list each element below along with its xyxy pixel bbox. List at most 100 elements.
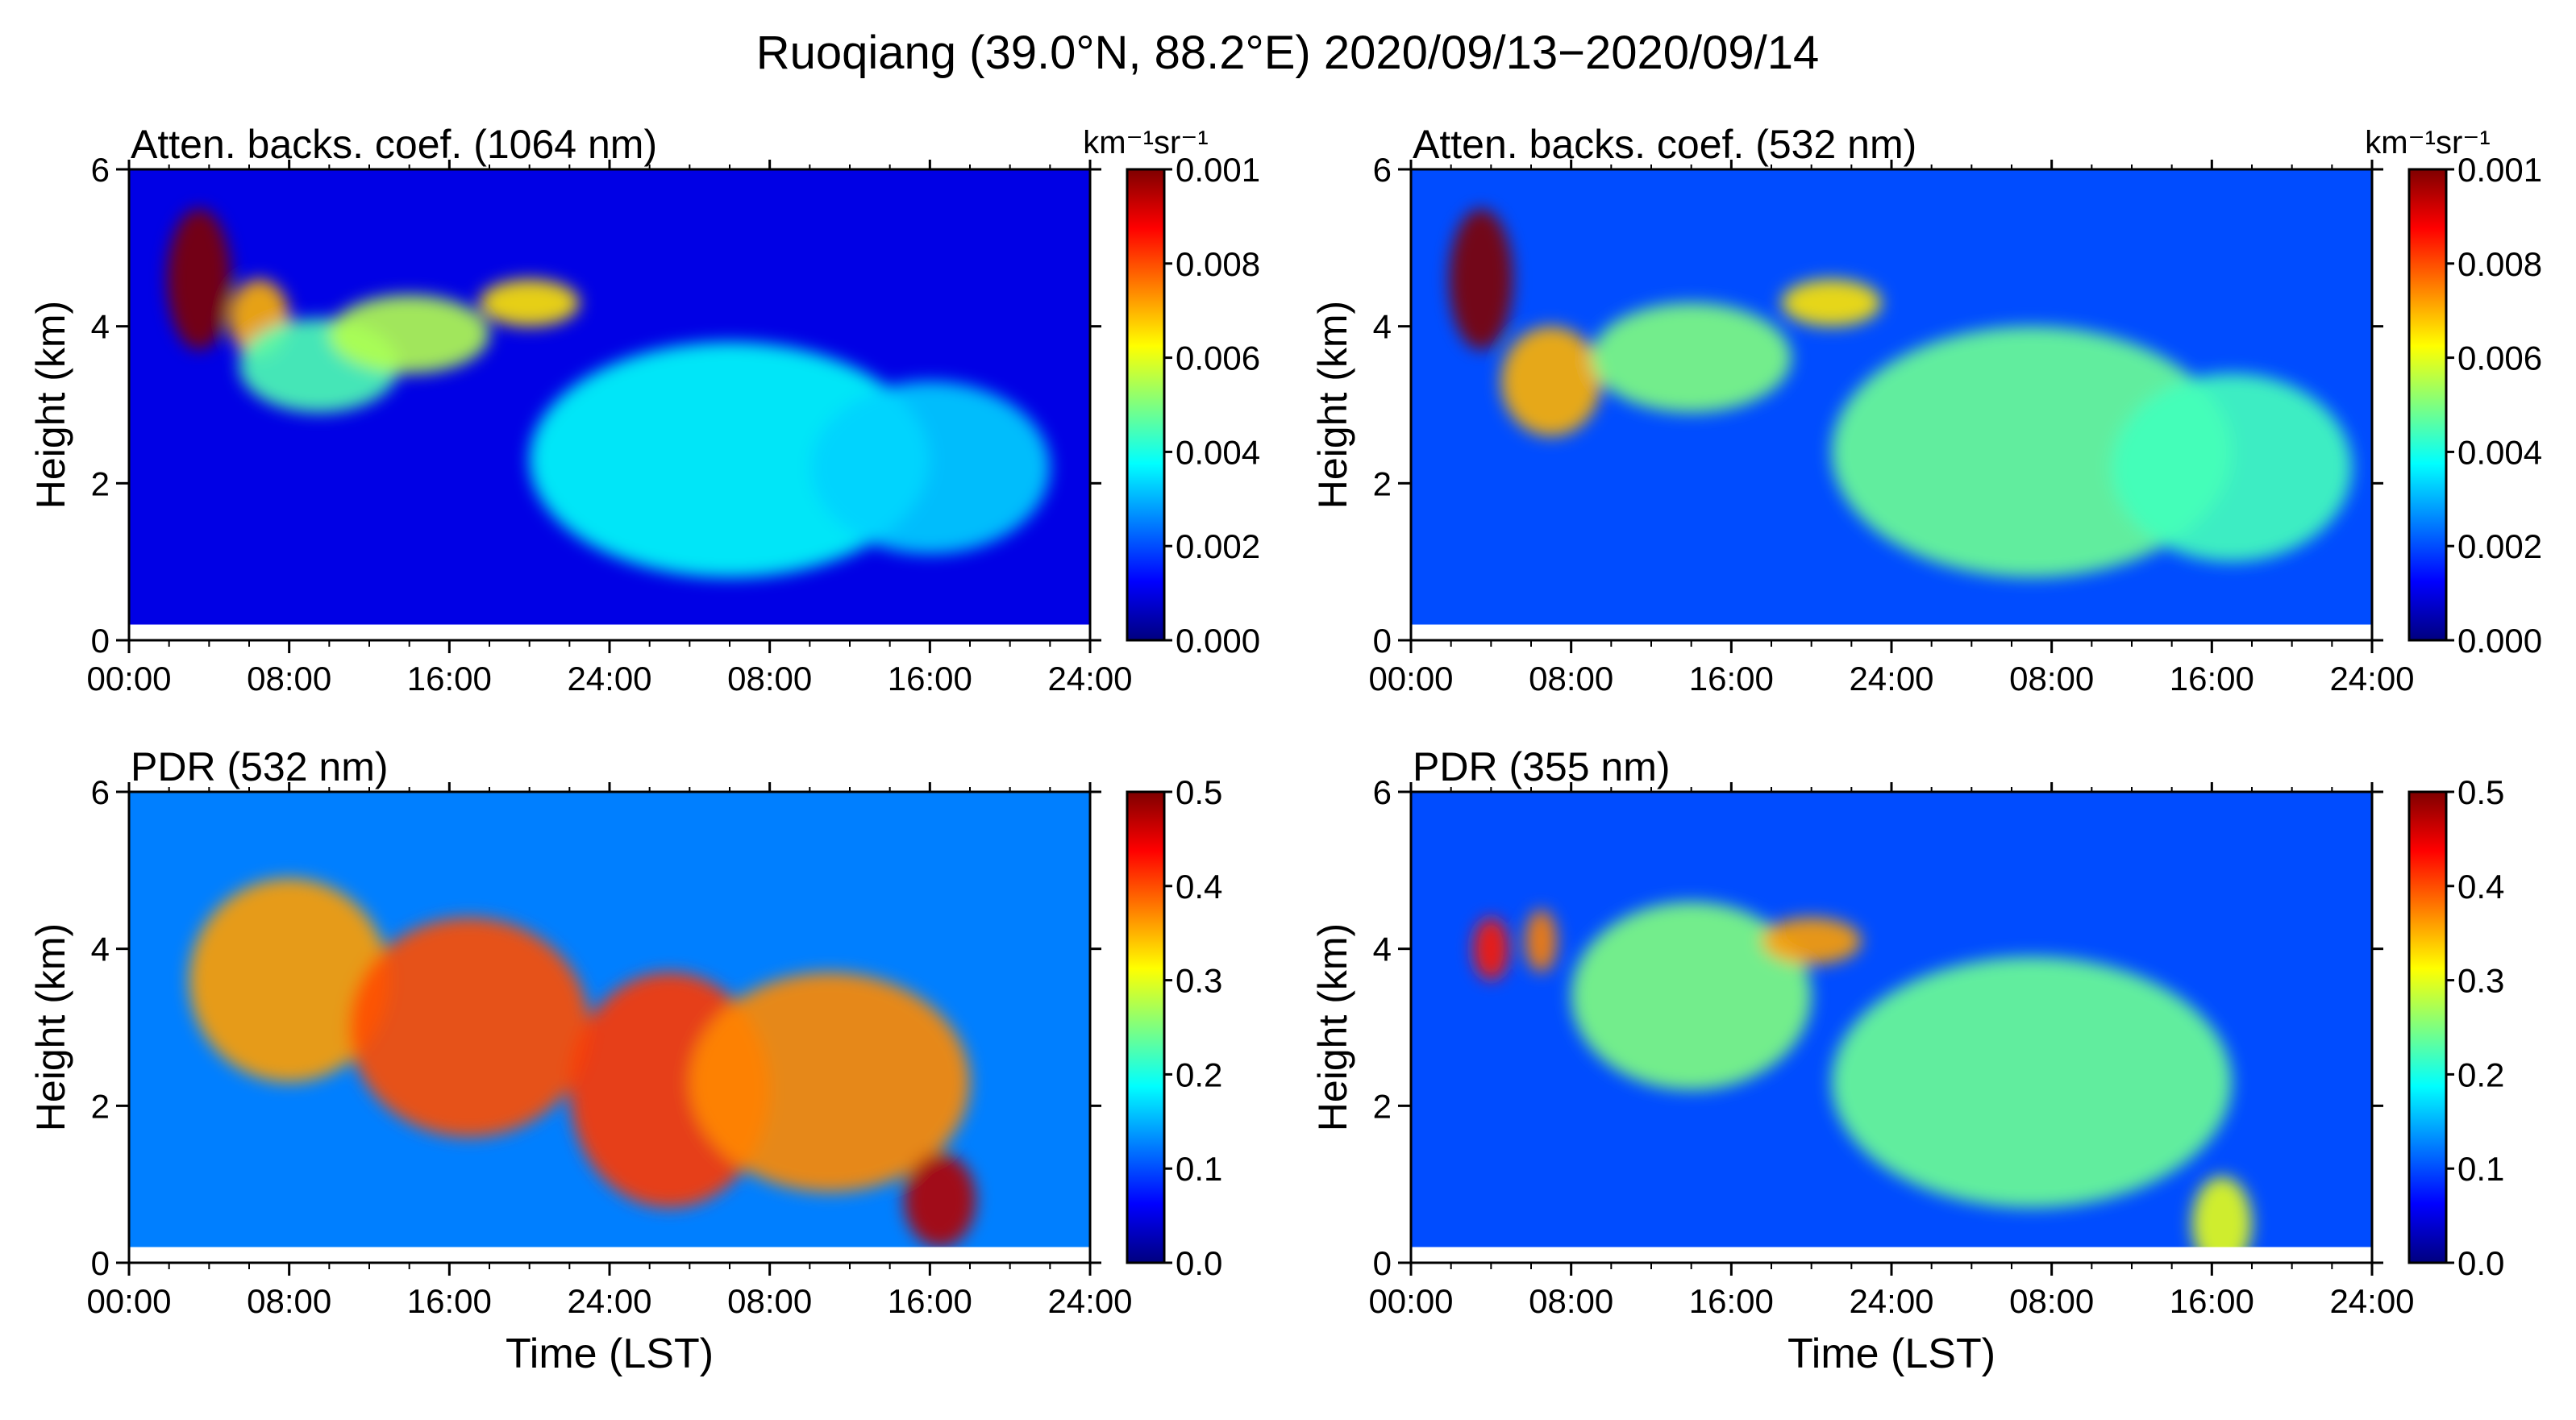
colorbar-tick-label: 0.002 <box>1176 527 1260 565</box>
panel-title: PDR (532 nm) <box>131 744 389 789</box>
x-tick-label: 00:00 <box>1368 660 1453 698</box>
heatmap-feature <box>1571 902 1812 1090</box>
heatmap-feature <box>2112 373 2353 562</box>
x-tick-label: 08:00 <box>1529 1282 1613 1320</box>
no-data-band <box>129 1247 1090 1263</box>
panel-pdr-532: PDR (532 nm) 00:00 08:00 16:00 24:00 08:00 16:… <box>28 744 1222 1377</box>
y-tick-label: 4 <box>91 308 110 346</box>
y-tick-label: 4 <box>91 931 110 968</box>
heatmap-feature <box>2191 1176 2252 1263</box>
y-tick-label: 2 <box>91 464 110 502</box>
colorbar-tick-label: 0.5 <box>1176 773 1222 811</box>
x-tick-label: 24:00 <box>1047 660 1132 698</box>
y-tick-label: 4 <box>1373 931 1392 968</box>
x-tick-label: 16:00 <box>1689 660 1774 698</box>
x-tick-label: 16:00 <box>407 660 492 698</box>
colorbar-tick-label: 0.1 <box>2457 1150 2504 1188</box>
panel-backscatter-532: Atten. backs. coef. (532 nm) 00:00 08:00 16… <box>1310 122 2542 698</box>
colorbar-tick-label: 0.2 <box>2457 1056 2504 1093</box>
y-axis-label: Height (km) <box>28 301 73 509</box>
colorbar-tick-label: 0.006 <box>1176 339 1260 377</box>
figure-title: Ruoqiang (39.0°N, 88.2°E) 2020/09/13−202… <box>756 27 1820 79</box>
x-tick-label: 00:00 <box>1368 1282 1453 1320</box>
heatmap-feature <box>1781 279 1882 327</box>
colorbar <box>2407 168 2448 642</box>
no-data-band <box>1411 1247 2372 1263</box>
x-tick-label: 24:00 <box>1849 1282 1933 1320</box>
heatmap-feature <box>1831 956 2233 1208</box>
heatmap-feature <box>904 1152 976 1247</box>
panel-pdr-355: PDR (355 nm) 00:00 08:00 16:00 24:00 08:00 16:… <box>1310 744 2504 1377</box>
colorbar-tick-label: 0.3 <box>2457 962 2504 1000</box>
colorbar-tick-label: 0.0 <box>2457 1244 2504 1282</box>
colorbar-tick-label: 0.5 <box>2457 773 2504 811</box>
heatmap-feature <box>1472 917 1509 981</box>
colorbar-tick-label: 0.001 <box>2457 151 2542 189</box>
heatmap-feature <box>1500 326 1601 436</box>
panel-title: Atten. backs. coef. (532 nm) <box>1413 122 1916 167</box>
x-tick-label: 08:00 <box>1529 660 1613 698</box>
heatmap-features <box>1472 902 2252 1263</box>
x-tick-label: 00:00 <box>86 1282 171 1320</box>
y-tick-label: 0 <box>1373 1244 1392 1282</box>
colorbar-tick-label: 0.008 <box>1176 245 1260 283</box>
heatmap-feature <box>1449 208 1513 350</box>
x-tick-label: 24:00 <box>567 660 651 698</box>
colorbar-tick-label: 0.000 <box>1176 622 1260 660</box>
x-tick-label: 08:00 <box>2009 1282 2094 1320</box>
colorbar-tick-label: 0.3 <box>1176 962 1222 1000</box>
y-tick-label: 6 <box>1373 151 1392 189</box>
colorbar-tick-label: 0.4 <box>1176 868 1222 906</box>
heatmap-feature <box>349 917 590 1138</box>
colorbar-tick-label: 0.000 <box>2457 622 2542 660</box>
colorbar-tick-label: 0.1 <box>1176 1150 1222 1188</box>
x-tick-label: 00:00 <box>86 660 171 698</box>
y-tick-label: 6 <box>91 773 110 811</box>
y-tick-label: 2 <box>1373 1087 1392 1125</box>
x-tick-label: 16:00 <box>1689 1282 1774 1320</box>
heatmap-feature <box>689 972 970 1193</box>
y-tick-label: 0 <box>91 1244 110 1282</box>
x-tick-label: 16:00 <box>2170 1282 2254 1320</box>
heatmap-field <box>129 792 1090 1263</box>
y-tick-label: 0 <box>1373 622 1392 660</box>
colorbar-tick-label: 0.002 <box>2457 527 2542 565</box>
heatmap-feature <box>529 342 930 578</box>
x-tick-label: 24:00 <box>2329 1282 2414 1320</box>
x-tick-label: 24:00 <box>1047 1282 1132 1320</box>
colorbar-tick-label: 0.004 <box>1176 433 1260 471</box>
x-tick-label: 16:00 <box>407 1282 492 1320</box>
x-tick-label: 08:00 <box>247 660 331 698</box>
x-tick-label: 08:00 <box>727 1282 812 1320</box>
heatmap-features <box>167 208 1051 578</box>
y-tick-label: 4 <box>1373 308 1392 346</box>
y-axis-label: Height (km) <box>1310 301 1355 509</box>
colorbar-tick-label: 0.0 <box>1176 1244 1222 1282</box>
colorbar-tick-label: 0.006 <box>2457 339 2542 377</box>
heatmap-features <box>189 878 976 1247</box>
colorbar-tick-label: 0.004 <box>2457 433 2542 471</box>
heatmap-field <box>129 169 1090 640</box>
heatmap-feature <box>1525 910 1558 972</box>
colorbar-tick-label: 0.2 <box>1176 1056 1222 1093</box>
colorbar <box>1126 790 1166 1264</box>
heatmap-field <box>1411 169 2372 640</box>
x-tick-label: 24:00 <box>2329 660 2414 698</box>
x-tick-label: 08:00 <box>727 660 812 698</box>
y-tick-label: 6 <box>1373 773 1392 811</box>
heatmap-feature <box>329 294 489 374</box>
y-tick-label: 0 <box>91 622 110 660</box>
colorbar-unit: km⁻¹sr⁻¹ <box>1083 125 1209 160</box>
x-axis-label: Time (LST) <box>506 1330 714 1377</box>
panel-title: PDR (355 nm) <box>1413 744 1671 789</box>
no-data-band <box>1411 624 2372 640</box>
heatmap-features <box>1449 208 2353 578</box>
colorbar-unit: km⁻¹sr⁻¹ <box>2365 125 2491 160</box>
panel-backscatter-1064: Atten. backs. coef. (1064 nm) 00:00 08:00 1… <box>28 122 1260 698</box>
y-tick-label: 6 <box>91 151 110 189</box>
x-tick-label: 16:00 <box>888 660 972 698</box>
colorbar-tick-label: 0.001 <box>1176 151 1260 189</box>
colorbar <box>1126 168 1166 642</box>
no-data-band <box>129 624 1090 640</box>
